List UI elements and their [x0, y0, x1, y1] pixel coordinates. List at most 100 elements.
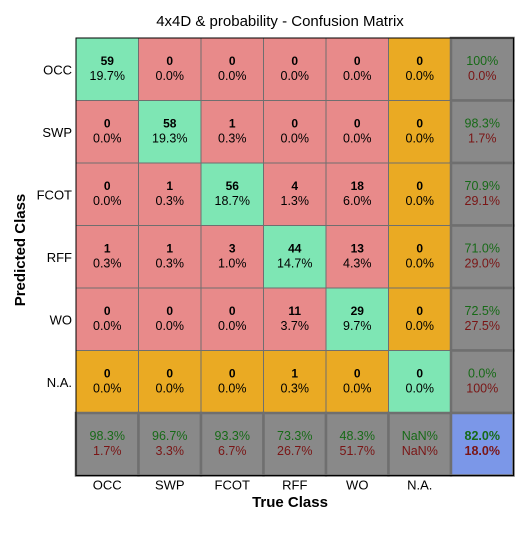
matrix-cell — [263, 37, 327, 101]
cell-count: 11 — [288, 304, 301, 318]
y-tick-label: OCC — [43, 62, 72, 77]
cell-count: 1 — [291, 367, 298, 381]
matrix-cell — [449, 161, 515, 227]
cell-percent: 0.0% — [93, 132, 122, 146]
cell-percent: 19.7% — [90, 69, 125, 83]
cell-count: 0 — [416, 117, 423, 131]
matrix-cell — [263, 350, 327, 414]
cell-count: 0 — [104, 117, 111, 131]
cell-percent: 0.0% — [93, 319, 122, 333]
y-tick-label: FCOT — [37, 187, 72, 202]
cell-percent: 0.3% — [281, 382, 310, 396]
cell-count: 0 — [104, 179, 111, 193]
cell-percent: 0.0% — [156, 319, 185, 333]
cell-count: 1 — [229, 117, 236, 131]
cell-count: 0 — [229, 304, 236, 318]
cell-percent: 4.3% — [343, 257, 372, 271]
column-summary-correct: 93.3% — [215, 429, 250, 443]
cell-percent: 0.0% — [281, 132, 310, 146]
column-summary-correct: 96.7% — [152, 429, 187, 443]
row-summary-wrong: 29.0% — [465, 257, 500, 271]
cell-count: 1 — [104, 242, 111, 256]
matrix-cell — [199, 411, 265, 477]
cell-count: 4 — [291, 179, 298, 193]
cell-percent: 18.7% — [215, 194, 250, 208]
column-summary-wrong: 3.3% — [156, 444, 185, 458]
matrix-cell — [387, 411, 453, 477]
row-summary-wrong: 27.5% — [465, 319, 500, 333]
matrix-cell — [262, 411, 328, 477]
column-summary-wrong: 26.7% — [277, 444, 312, 458]
column-summary-correct: 73.3% — [277, 429, 312, 443]
matrix-cell — [75, 287, 139, 351]
cell-percent: 0.0% — [218, 319, 247, 333]
cell-percent: 0.0% — [406, 132, 435, 146]
x-tick-label: WO — [346, 478, 368, 493]
matrix-cell — [200, 162, 264, 226]
column-summary-wrong: 6.7% — [218, 444, 247, 458]
chart-title: 4x4D & probability - Confusion Matrix — [156, 13, 404, 30]
row-summary-correct: 72.5% — [465, 304, 500, 318]
cell-percent: 9.7% — [343, 319, 372, 333]
cell-count: 1 — [166, 179, 173, 193]
column-summary-correct: 48.3% — [340, 429, 375, 443]
cell-percent: 0.0% — [343, 69, 372, 83]
cell-percent: 0.0% — [406, 194, 435, 208]
x-tick-label: SWP — [155, 478, 185, 493]
cell-count: 0 — [354, 54, 361, 68]
cell-count: 0 — [166, 304, 173, 318]
cell-percent: 0.0% — [406, 382, 435, 396]
row-summary-wrong: 100% — [466, 382, 498, 396]
cell-percent: 1.0% — [218, 257, 247, 271]
row-summary-correct: 71.0% — [465, 242, 500, 256]
matrix-cell — [388, 37, 452, 101]
matrix-cell — [388, 162, 452, 226]
cell-count: 0 — [354, 117, 361, 131]
cell-count: 0 — [166, 54, 173, 68]
cell-count: 13 — [351, 242, 365, 256]
matrix-cell — [75, 37, 139, 101]
cell-percent: 6.0% — [343, 194, 372, 208]
cell-percent: 0.0% — [218, 69, 247, 83]
cell-count: 0 — [291, 54, 298, 68]
x-tick-label: OCC — [93, 478, 122, 493]
cell-count: 3 — [229, 242, 236, 256]
row-summary-correct: 0.0% — [468, 367, 497, 381]
column-summary-correct: 98.3% — [90, 429, 125, 443]
cell-percent: 0.0% — [281, 69, 310, 83]
cell-count: 29 — [351, 304, 365, 318]
cell-percent: 3.7% — [281, 319, 310, 333]
cell-count: 0 — [354, 367, 361, 381]
matrix-cell — [75, 350, 139, 414]
cell-count: 0 — [229, 367, 236, 381]
row-summary-wrong: 1.7% — [468, 132, 497, 146]
matrix-border — [75, 37, 514, 476]
cell-percent: 0.0% — [156, 69, 185, 83]
cell-percent: 0.0% — [93, 194, 122, 208]
matrix-cell — [138, 350, 202, 414]
overall-error: 18.0% — [465, 444, 500, 458]
y-tick-label: N.A. — [47, 375, 72, 390]
overall-accuracy: 82.0% — [465, 429, 500, 443]
row-summary-wrong: 29.1% — [465, 194, 500, 208]
cell-count: 0 — [416, 54, 423, 68]
cell-count: 0 — [416, 242, 423, 256]
cell-percent: 0.3% — [93, 257, 122, 271]
cell-count: 0 — [291, 117, 298, 131]
cell-percent: 0.3% — [218, 132, 247, 146]
row-summary-correct: 100% — [466, 54, 498, 68]
cell-percent: 19.3% — [152, 132, 187, 146]
cell-percent: 0.0% — [343, 132, 372, 146]
matrix-cell — [449, 99, 515, 165]
cell-percent: 1.3% — [281, 194, 310, 208]
x-axis-title: True Class — [252, 494, 328, 511]
matrix-grid: 5919.7%00.0%00.0%00.0%00.0%00.0%100%0.0%… — [37, 36, 515, 493]
y-tick-label: RFF — [47, 250, 72, 265]
cell-percent: 0.0% — [406, 257, 435, 271]
cell-count: 0 — [416, 304, 423, 318]
y-tick-label: WO — [50, 312, 72, 327]
cell-count: 44 — [288, 242, 302, 256]
matrix-cell — [200, 100, 264, 164]
cell-count: 18 — [351, 179, 365, 193]
cell-count: 1 — [166, 242, 173, 256]
